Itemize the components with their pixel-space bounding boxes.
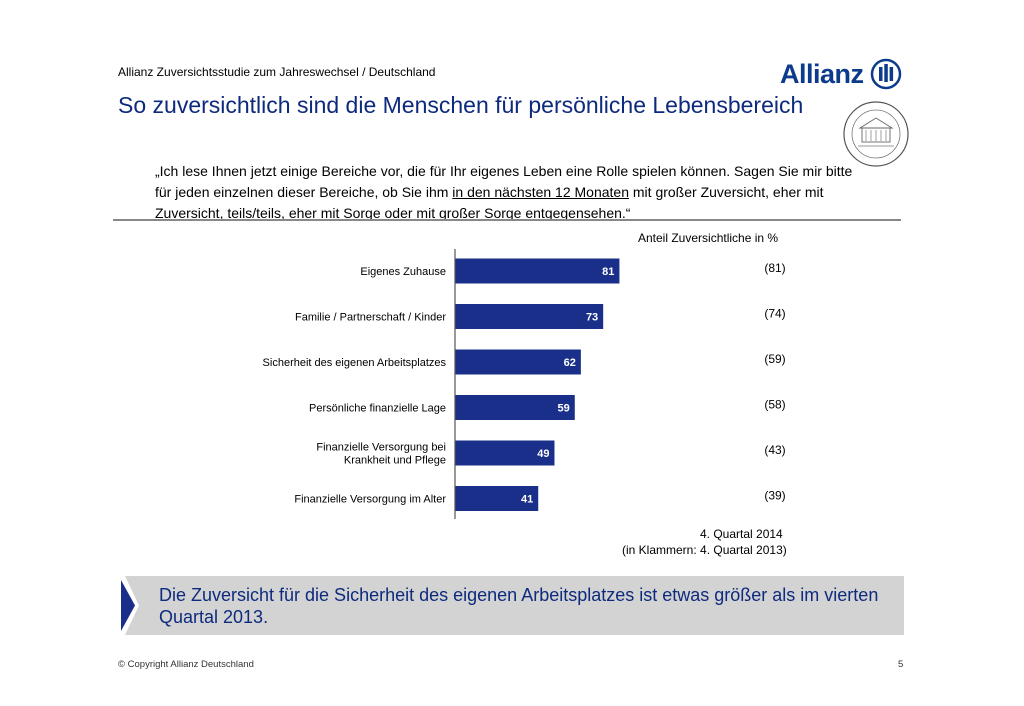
bar-value-label: 49 — [537, 448, 549, 460]
allianz-logo: Allianz — [780, 58, 902, 90]
bar — [455, 486, 539, 511]
logo-wordmark: Allianz — [780, 58, 864, 89]
previous-value-label: (43) — [764, 443, 785, 457]
category-label: Finanzielle Versorgung bei Krankheit und … — [316, 442, 446, 467]
bar — [455, 349, 581, 375]
previous-value-label: (81) — [764, 261, 785, 275]
conclusion-text: Die Zuversicht für die Sicherheit des ei… — [159, 585, 879, 627]
page-number: 5 — [898, 659, 904, 670]
question-text-end: mit großer Zuversicht, eher mit Zuversic… — [155, 184, 824, 221]
category-label-line: Sicherheit des eigenen Arbeitsplatzes — [263, 357, 447, 369]
allianz-eagle-icon — [870, 58, 901, 90]
bar-value-label: 81 — [602, 266, 614, 278]
category-label: Sicherheit des eigenen Arbeitsplatzes — [263, 357, 447, 369]
period-note: 4. Quartal 2014 — [700, 527, 783, 541]
bar — [455, 304, 604, 329]
conclusion-banner — [121, 576, 904, 635]
question-underlined-text: in den nächsten 12 Monaten — [452, 184, 629, 200]
category-label: Finanzielle Versorgung im Alter — [294, 494, 446, 506]
category-label: Familie / Partnerschaft / Kinder — [295, 312, 446, 324]
survey-question: „Ich lese Ihnen jetzt einige Bereiche vo… — [155, 161, 855, 224]
bar-value-label: 59 — [558, 403, 570, 415]
copyright: © Copyright Allianz Deutschland — [118, 659, 254, 670]
bar — [455, 395, 575, 420]
bar-value-label: 62 — [564, 357, 576, 369]
bar — [455, 258, 620, 284]
category-label-line: Eigenes Zuhause — [360, 266, 446, 278]
banner-chevron-icon — [121, 576, 139, 635]
university-seal-icon — [843, 101, 909, 167]
page-title: So zuversichtlich sind die Menschen für … — [118, 92, 804, 118]
bar-value-label: 41 — [521, 494, 533, 506]
category-label-line: Finanzielle Versorgung bei — [316, 442, 446, 454]
chart-unit-label: Anteil Zuversichtliche in % — [638, 231, 779, 245]
bracket-note: (in Klammern: 4. Quartal 2013) — [622, 543, 787, 557]
question-text: „Ich lese Ihnen jetzt einige Bereiche vo… — [155, 163, 853, 200]
previous-value-label: (39) — [764, 489, 785, 503]
previous-value-label: (58) — [764, 398, 785, 412]
category-label: Persönliche finanzielle Lage — [309, 403, 446, 415]
bar-value-label: 73 — [586, 312, 598, 324]
category-label: Eigenes Zuhause — [360, 266, 446, 278]
previous-value-label: (74) — [764, 307, 785, 321]
category-label-line: Finanzielle Versorgung im Alter — [294, 494, 446, 506]
category-label-line: Familie / Partnerschaft / Kinder — [295, 312, 446, 324]
divider — [113, 219, 901, 221]
bar — [455, 440, 555, 466]
category-label-line: Krankheit und Pflege — [344, 455, 446, 467]
previous-value-label: (59) — [764, 352, 785, 366]
study-subtitle: Allianz Zuversichtsstudie zum Jahreswech… — [118, 65, 436, 79]
category-label-line: Persönliche finanzielle Lage — [309, 403, 446, 415]
